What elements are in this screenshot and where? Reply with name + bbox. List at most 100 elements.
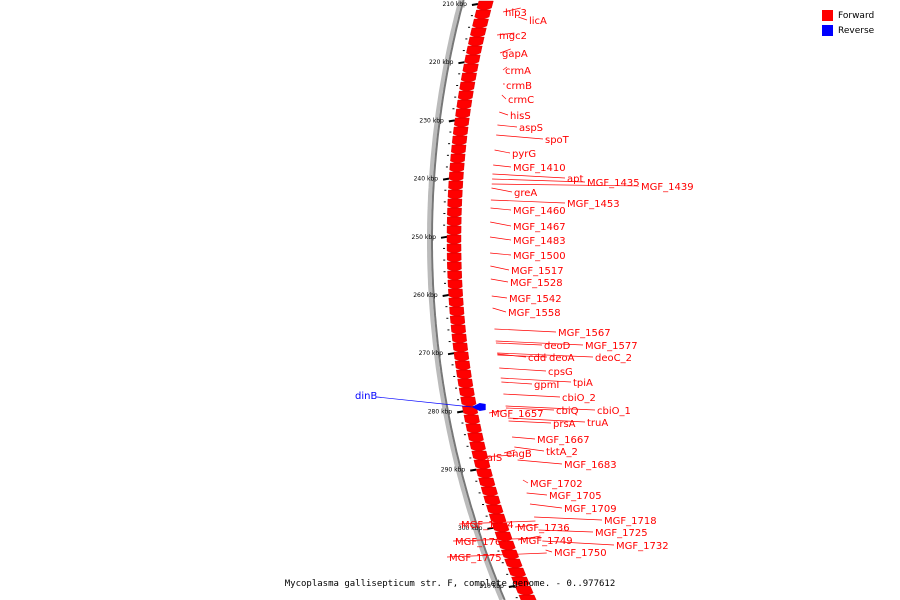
gene-label-mgf_1683: MGF_1683 (564, 460, 617, 471)
gene-connector (522, 479, 529, 484)
tick-label: 270 kbp (419, 350, 444, 357)
gene-block (480, 486, 498, 498)
gene-block (447, 207, 462, 219)
gene-label-mgf_1577: MGF_1577 (585, 341, 638, 352)
gene-label-hlp3: hlp3 (505, 8, 527, 19)
gene-connector (511, 436, 536, 440)
gene-connector (490, 199, 566, 204)
gene-label-mgf_1542: MGF_1542 (509, 294, 562, 305)
gene-label-mgf_1517: MGF_1517 (511, 266, 564, 277)
gene-block (446, 252, 462, 264)
gene-block (447, 198, 463, 210)
major-tick (442, 177, 450, 181)
gene-block (518, 594, 537, 600)
tick-label: 290 kbp (441, 467, 466, 474)
gene-label-mgf_1657: MGF_1657 (491, 409, 544, 420)
gene-block (452, 126, 469, 138)
gene-label-cdd: cdd (528, 353, 546, 364)
gene-label-mgf_1460: MGF_1460 (513, 206, 566, 217)
gene-label-mgf_1467: MGF_1467 (513, 222, 566, 233)
major-tick (471, 3, 479, 6)
gene-block (472, 18, 489, 30)
gene-block (474, 9, 492, 21)
gene-label-cbio_1: cbiO_1 (597, 406, 631, 417)
gene-connector (497, 124, 518, 128)
gene-block (463, 414, 480, 426)
gene-connector (517, 459, 563, 465)
gene-connector (529, 503, 563, 509)
gene-block (457, 90, 474, 102)
gene-block (449, 315, 466, 327)
gene-block (483, 495, 501, 507)
gene-connector (500, 377, 572, 383)
gene-block (469, 441, 486, 453)
gene-block (470, 27, 487, 39)
gene-block (451, 333, 467, 345)
gene-block (451, 135, 468, 147)
gene-label-engb: engB (506, 449, 532, 460)
gene-block (446, 225, 462, 237)
forward-swatch (822, 10, 833, 21)
gene-connector (505, 405, 596, 411)
gene-label-apt: apt (567, 174, 583, 185)
tick-label: 220 kbp (429, 59, 454, 66)
legend-label-reverse: Reverse (838, 25, 875, 36)
gene-block (466, 45, 483, 57)
major-tick (487, 526, 494, 530)
gene-connector (494, 149, 511, 154)
tick-label: 280 kbp (428, 408, 453, 415)
gene-connector (501, 94, 507, 100)
gene-label-cbio_2: cbiO_2 (562, 393, 596, 404)
gene-connector (489, 236, 512, 241)
gene-label-deod: deoD (544, 341, 571, 352)
gene-label-gapa: gapA (502, 49, 528, 60)
gene-connector (508, 420, 552, 424)
gene-block (467, 432, 484, 444)
gene-block-reverse (471, 403, 486, 411)
gene-connector (452, 537, 542, 542)
gene-label-pyrg: pyrG (512, 149, 536, 160)
major-tick (458, 61, 465, 65)
gene-block (451, 144, 467, 156)
backbone (431, 0, 506, 600)
tick-label: 240 kbp (414, 176, 439, 183)
gene-block (446, 243, 462, 255)
gene-connector (458, 520, 536, 525)
gene-connector (446, 552, 547, 558)
gene-label-mgf_1567: MGF_1567 (558, 328, 611, 339)
gene-block (473, 459, 491, 471)
gene-connector (499, 367, 547, 372)
gene-block (460, 396, 477, 408)
gene-label-mgf_1705: MGF_1705 (549, 491, 602, 502)
gene-connector (490, 278, 509, 283)
legend-label-forward: Forward (838, 10, 875, 21)
gene-connector (496, 32, 515, 36)
gene-connector (492, 178, 586, 183)
gene-block (447, 189, 463, 201)
gene-label-mgf_1528: MGF_1528 (510, 278, 563, 289)
gene-connector (514, 446, 545, 452)
gene-connector (495, 340, 584, 346)
gene-label-mgf_1410: MGF_1410 (513, 163, 566, 174)
gene-block (449, 306, 465, 318)
gene-connector (493, 164, 512, 168)
gene-label-mgf_1775: MGF_1775 (449, 553, 502, 564)
gene-label-spot: spoT (545, 135, 570, 146)
tick-label: 260 kbp (413, 292, 438, 299)
tick-label: 210 kbp (442, 1, 467, 8)
gene-connector (518, 16, 528, 21)
gene-label-mgf_1760: MGF_1760 (455, 537, 508, 548)
gene-label-tkta_2: tktA_2 (546, 447, 578, 458)
tick-label: 300 kbp (458, 525, 483, 532)
gene-label-hiss: hisS (510, 111, 531, 122)
backbone-shadow (427, 0, 504, 600)
gene-label-deoc_2: deoC_2 (595, 353, 632, 364)
gene-block (454, 117, 470, 129)
gene-block (500, 549, 519, 561)
major-tick (440, 235, 448, 239)
gene-label-vals: valS (481, 453, 502, 464)
gene-connector (488, 409, 507, 414)
gene-block (497, 540, 516, 552)
gene-connector (507, 417, 586, 423)
